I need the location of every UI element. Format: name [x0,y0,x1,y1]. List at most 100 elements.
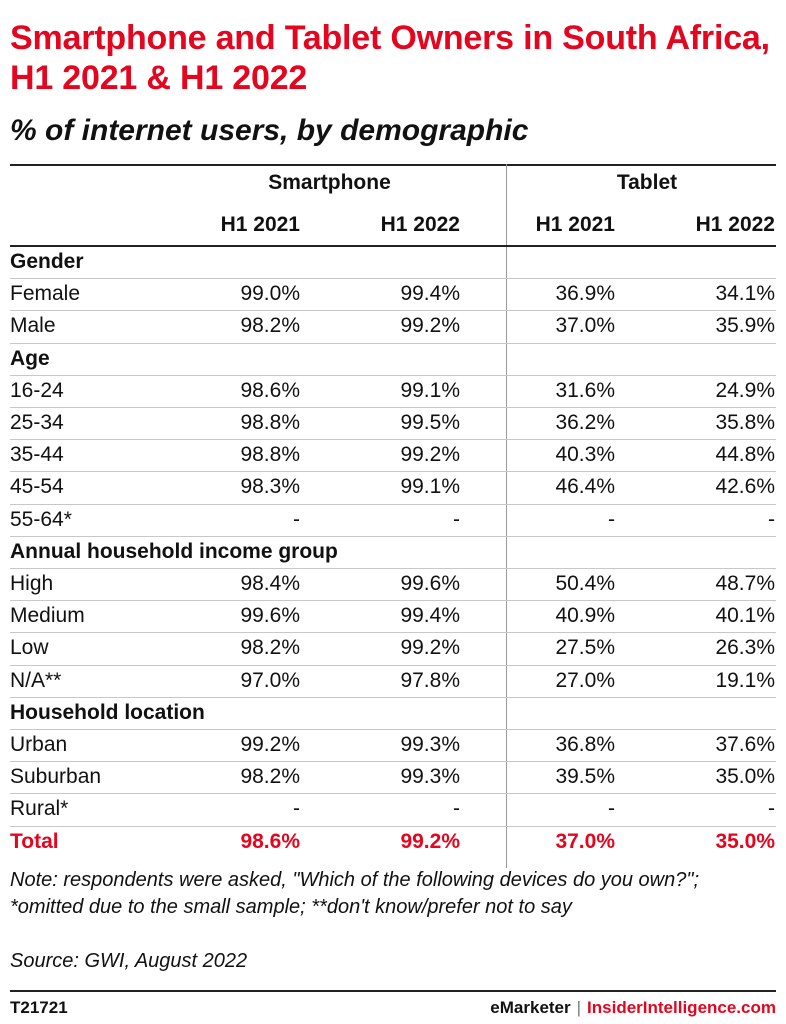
cell-tablet-2021: 37.0% [555,314,615,337]
row-rule [10,471,776,472]
cell-smartphone-2022: 99.2% [400,443,460,466]
row-label: Urban [10,733,68,756]
cell-tablet-2021: 36.2% [555,411,615,434]
cell-smartphone-2021: 98.8% [240,411,300,434]
column-header-smartphone-2022: H1 2022 [380,213,460,236]
cell-tablet-2021: 31.6% [555,379,615,402]
cell-smartphone-2021: - [293,797,300,820]
section-label: Gender [10,250,84,273]
table-row: 35-44 98.8% 99.2% 40.3% 44.8% [10,439,776,471]
brand-insider-intelligence: InsiderIntelligence.com [587,998,776,1017]
row-label: Rural* [10,797,69,820]
cell-tablet-2022: 35.9% [715,314,775,337]
data-table: Smartphone Tablet H1 2021 H1 2022 H1 202… [10,164,776,868]
group-header-smartphone: Smartphone [268,171,391,194]
cell-smartphone-2021: 98.3% [240,475,300,498]
cell-smartphone-2022: 99.3% [400,733,460,756]
cell-smartphone-2021: 99.0% [240,282,300,305]
row-rule [10,761,776,762]
cell-smartphone-2022: 99.1% [400,475,460,498]
cell-tablet-2022: 24.9% [715,379,775,402]
section-header-row: Age [10,343,776,375]
table-row: 16-24 98.6% 99.1% 31.6% 24.9% [10,375,776,407]
cell-tablet-2021: 37.0% [555,830,615,853]
table-row: 45-54 98.3% 99.1% 46.4% 42.6% [10,471,776,503]
row-rule [10,504,776,505]
header-rule [10,245,776,247]
table-row: Low 98.2% 99.2% 27.5% 26.3% [10,632,776,664]
table-row: High 98.4% 99.6% 50.4% 48.7% [10,568,776,600]
cell-smartphone-2021: 98.2% [240,636,300,659]
table-top-rule [10,164,776,166]
chart-source: Source: GWI, August 2022 [10,950,248,972]
cell-tablet-2021: 46.4% [555,475,615,498]
row-rule [10,632,776,633]
cell-tablet-2022: 19.1% [715,669,775,692]
cell-smartphone-2021: 98.2% [240,765,300,788]
chart-container: Smartphone and Tablet Owners in South Af… [10,0,776,1024]
row-label: 35-44 [10,443,64,466]
brand-separator: | [576,998,582,1017]
cell-tablet-2022: 44.8% [715,443,775,466]
cell-smartphone-2021: - [293,508,300,531]
row-label: 55-64* [10,508,72,531]
cell-tablet-2022: - [768,508,775,531]
row-rule [10,600,776,601]
cell-tablet-2021: - [608,508,615,531]
row-rule [10,278,776,279]
row-rule [10,375,776,376]
row-label: Female [10,282,81,305]
cell-tablet-2022: 35.0% [715,830,775,853]
section-label: Age [10,347,50,370]
cell-tablet-2021: - [608,797,615,820]
cell-tablet-2021: 39.5% [555,765,615,788]
row-rule [10,697,776,698]
row-rule [10,407,776,408]
table-row: Suburban 98.2% 99.3% 39.5% 35.0% [10,761,776,793]
row-rule [10,536,776,537]
table-row: 25-34 98.8% 99.5% 36.2% 35.8% [10,407,776,439]
section-label: Household location [10,701,205,724]
cell-smartphone-2022: 99.6% [400,572,460,595]
cell-smartphone-2022: 99.2% [400,830,460,853]
cell-smartphone-2022: 99.4% [400,282,460,305]
cell-smartphone-2021: 97.0% [240,669,300,692]
section-label: Annual household income group [10,540,338,563]
cell-tablet-2022: 48.7% [715,572,775,595]
brand-emarketer: eMarketer [490,998,571,1017]
cell-smartphone-2022: - [453,797,460,820]
row-label: Low [10,636,49,659]
group-header-tablet: Tablet [616,171,678,194]
section-header-row: Household location [10,697,776,729]
chart-subtitle: % of internet users, by demographic [10,114,529,147]
column-header-tablet-2021: H1 2021 [535,213,615,236]
total-row: Total 98.6% 99.2% 37.0% 35.0% [10,826,776,858]
cell-tablet-2022: - [768,797,775,820]
cell-smartphone-2022: 99.3% [400,765,460,788]
section-header-row: Gender [10,246,776,278]
row-rule [10,310,776,311]
cell-smartphone-2022: 97.8% [400,669,460,692]
cell-smartphone-2021: 98.4% [240,572,300,595]
brand-credit: eMarketer | InsiderIntelligence.com [490,997,776,1019]
table-row: N/A** 97.0% 97.8% 27.0% 19.1% [10,665,776,697]
row-label: Male [10,314,56,337]
cell-smartphone-2022: 99.1% [400,379,460,402]
column-header-tablet-2022: H1 2022 [695,213,775,236]
row-label: 25-34 [10,411,64,434]
table-row: Medium 99.6% 99.4% 40.9% 40.1% [10,600,776,632]
table-row: Female 99.0% 99.4% 36.9% 34.1% [10,278,776,310]
cell-smartphone-2022: 99.2% [400,314,460,337]
cell-smartphone-2021: 99.2% [240,733,300,756]
cell-tablet-2022: 35.0% [715,765,775,788]
chart-note: Note: respondents were asked, "Which of … [10,869,700,918]
row-rule [10,343,776,344]
cell-tablet-2022: 37.6% [715,733,775,756]
cell-tablet-2021: 40.3% [555,443,615,466]
cell-tablet-2021: 27.5% [555,636,615,659]
cell-smartphone-2021: 98.2% [240,314,300,337]
cell-smartphone-2021: 98.8% [240,443,300,466]
cell-tablet-2021: 36.9% [555,282,615,305]
cell-smartphone-2022: - [453,508,460,531]
cell-smartphone-2021: 98.6% [240,830,300,853]
